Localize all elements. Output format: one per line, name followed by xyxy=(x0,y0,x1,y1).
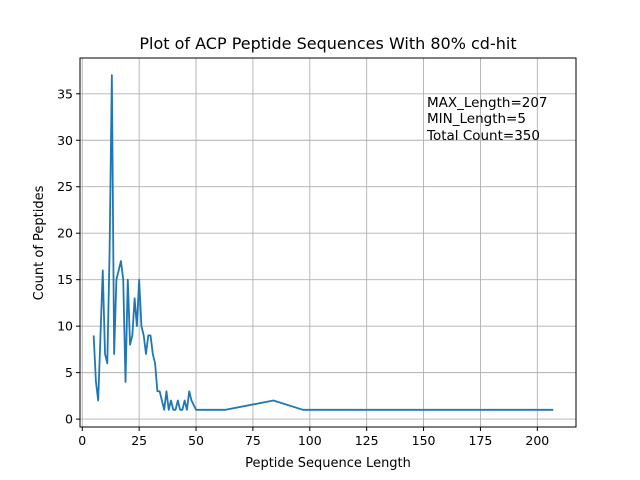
annotation-total-count: Total Count=350 xyxy=(426,128,540,144)
y-tick-label: 20 xyxy=(57,226,73,241)
series-layer xyxy=(92,74,554,411)
series-line xyxy=(92,74,554,411)
y-axis-label: Count of Peptides xyxy=(32,185,47,300)
x-tick-label: 125 xyxy=(355,433,379,448)
plot-frame xyxy=(79,57,577,428)
y-tick-label: 25 xyxy=(57,179,73,194)
x-tick-label: 75 xyxy=(245,433,261,448)
ticks-layer: 0 25 50 75 100 125 150 175 200 0 5 10 15 20 25 30 35 xyxy=(57,86,549,448)
annotation-min-length: MIN_Length=5 xyxy=(427,111,526,127)
x-tick-label: 200 xyxy=(525,433,549,448)
y-tick-label: 30 xyxy=(57,133,73,148)
y-tick-label: 0 xyxy=(65,412,73,427)
y-tick-label: 5 xyxy=(65,365,73,380)
annotation-max-length: MAX_Length=207 xyxy=(427,95,548,111)
x-tick-label: 175 xyxy=(469,433,493,448)
x-tick-label: 0 xyxy=(78,433,86,448)
x-tick-label: 25 xyxy=(131,433,147,448)
x-axis-label: Peptide Sequence Length xyxy=(245,456,411,471)
y-tick-label: 15 xyxy=(57,272,73,287)
grid-layer xyxy=(80,58,576,427)
x-tick-label: 100 xyxy=(298,433,322,448)
x-tick-label: 150 xyxy=(412,433,436,448)
chart-title: Plot of ACP Peptide Sequences With 80% c… xyxy=(139,34,516,53)
y-tick-label: 35 xyxy=(57,86,73,101)
x-tick-label: 50 xyxy=(188,433,204,448)
y-tick-label: 10 xyxy=(57,319,73,334)
